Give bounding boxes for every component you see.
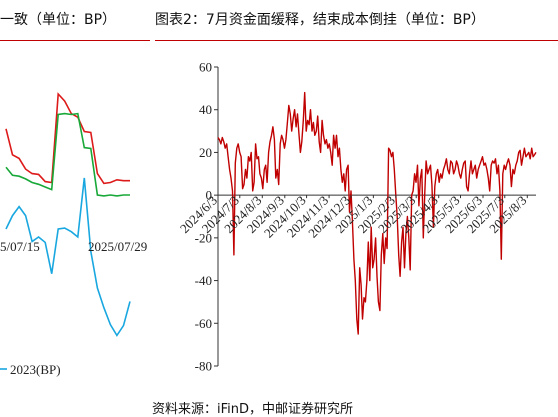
left-line-chart: 5/07/15 2025/07/29 2023(BP) xyxy=(0,92,147,377)
left-series-line-0 xyxy=(5,92,130,185)
right-line-chart: 6040200-20-40-60-802024/6/32024/7/32024/… xyxy=(177,60,537,374)
right-y-tick-label: -80 xyxy=(195,359,212,374)
right-y-tick-label: -40 xyxy=(195,273,212,288)
right-title-rule xyxy=(155,40,558,41)
left-x-tick-label: 2025/07/29 xyxy=(88,239,147,254)
left-series-line-1 xyxy=(5,112,130,197)
left-title-rule xyxy=(0,40,150,41)
left-legend-label: 2023(BP) xyxy=(10,362,61,377)
left-series-line-2 xyxy=(5,177,131,337)
right-series-line xyxy=(217,91,537,335)
left-x-tick-label: 5/07/15 xyxy=(0,239,40,254)
right-y-tick-label: 40 xyxy=(199,102,212,117)
right-y-tick-label: 60 xyxy=(199,60,212,75)
right-chart-title: 图表2：7月资金面缓释，结束成本倒挂（单位：BP） xyxy=(155,12,485,28)
left-chart-title: 一致（单位：BP） xyxy=(0,12,117,28)
right-y-tick-label: 0 xyxy=(206,188,213,203)
right-y-tick-label: -20 xyxy=(195,230,212,245)
right-y-tick-label: 20 xyxy=(199,145,212,160)
source-note: 资料来源：iFinD，中邮证券研究所 xyxy=(152,402,354,417)
right-y-tick-label: -60 xyxy=(195,316,212,331)
